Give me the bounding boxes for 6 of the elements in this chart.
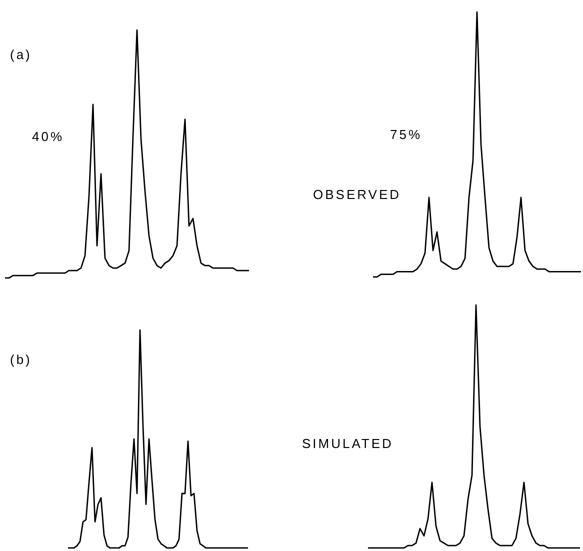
annotation: 40% xyxy=(32,129,64,144)
annotation: OBSERVED xyxy=(313,187,402,202)
text: (b) xyxy=(10,352,32,367)
annotation: (a) xyxy=(10,47,32,62)
annotation: SIMULATED xyxy=(302,436,394,451)
annotation: 75% xyxy=(390,127,422,142)
